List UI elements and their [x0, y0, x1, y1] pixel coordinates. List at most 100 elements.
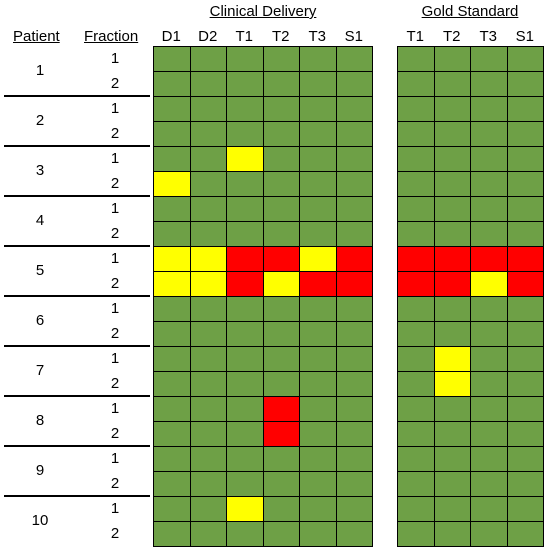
gold-cell: [506, 346, 544, 372]
clinical-cell: [153, 96, 191, 122]
clinical-cell: [226, 321, 264, 347]
clinical-cell: [335, 471, 373, 497]
gold-cell: [470, 196, 508, 222]
patient-label: 1: [35, 62, 45, 79]
clinical-cell: [153, 446, 191, 472]
clinical-cell: [335, 71, 373, 97]
clinical-cell: [299, 396, 337, 422]
clinical-cell: [299, 196, 337, 222]
gold-cell: [397, 521, 435, 547]
clinical-cell: [153, 71, 191, 97]
gold-col-header-t1: T1: [406, 28, 424, 45]
gold-col-header-t2: T2: [442, 28, 461, 45]
clinical-cell: [153, 146, 191, 172]
clinical-cell: [189, 146, 227, 172]
clinical-delivery-title: Clinical Delivery: [209, 3, 317, 20]
gold-cell: [506, 321, 544, 347]
clinical-cell: [335, 146, 373, 172]
clinical-cell: [262, 471, 300, 497]
gold-cell: [470, 96, 508, 122]
clinical-cell: [189, 46, 227, 72]
clinical-cell: [299, 221, 337, 247]
gold-col-header-t3: T3: [479, 28, 497, 45]
patient-separator: [4, 95, 150, 97]
fraction-label: 1: [110, 500, 120, 517]
gold-cell: [397, 221, 435, 247]
clinical-cell: [226, 96, 264, 122]
gold-cell: [433, 71, 471, 97]
clinical-cell: [262, 96, 300, 122]
gold-cell: [506, 446, 544, 472]
gold-cell: [506, 46, 544, 72]
clinical-col-header-d1: D1: [161, 28, 181, 45]
gold-cell: [433, 396, 471, 422]
clinical-cell: [153, 496, 191, 522]
clinical-col-header-d2: D2: [198, 28, 218, 45]
clinical-cell: [226, 221, 264, 247]
clinical-cell: [335, 46, 373, 72]
gold-cell: [397, 71, 435, 97]
clinical-cell: [189, 496, 227, 522]
clinical-cell: [299, 246, 337, 272]
clinical-cell: [299, 296, 337, 322]
clinical-cell: [299, 446, 337, 472]
clinical-cell: [189, 196, 227, 222]
fraction-label: 2: [110, 125, 120, 142]
gold-cell: [397, 496, 435, 522]
clinical-cell: [299, 96, 337, 122]
gold-cell: [433, 496, 471, 522]
gold-cell: [397, 96, 435, 122]
fraction-label: 2: [110, 275, 120, 292]
clinical-cell: [335, 521, 373, 547]
clinical-cell: [299, 321, 337, 347]
fraction-label: 1: [110, 150, 120, 167]
clinical-cell: [153, 171, 191, 197]
clinical-cell: [262, 346, 300, 372]
patient-separator: [4, 395, 150, 397]
clinical-cell: [262, 246, 300, 272]
clinical-cell: [226, 146, 264, 172]
clinical-cell: [153, 371, 191, 397]
gold-cell: [506, 521, 544, 547]
gold-cell: [506, 171, 544, 197]
fraction-label: 2: [110, 75, 120, 92]
clinical-cell: [335, 196, 373, 222]
clinical-cell: [189, 371, 227, 397]
clinical-cell: [189, 71, 227, 97]
clinical-cell: [189, 221, 227, 247]
clinical-cell: [262, 171, 300, 197]
patient-separator: [4, 145, 150, 147]
gold-cell: [433, 421, 471, 447]
clinical-cell: [226, 121, 264, 147]
gold-cell: [506, 246, 544, 272]
patient-label: 7: [35, 362, 45, 379]
clinical-cell: [299, 471, 337, 497]
clinical-cell: [226, 271, 264, 297]
clinical-cell: [299, 121, 337, 147]
patient-label: 10: [31, 512, 49, 529]
clinical-cell: [189, 521, 227, 547]
clinical-cell: [262, 446, 300, 472]
gold-cell: [397, 321, 435, 347]
gold-cell: [397, 171, 435, 197]
clinical-col-header-s1: S1: [344, 28, 363, 45]
gold-cell: [433, 471, 471, 497]
clinical-cell: [226, 446, 264, 472]
gold-cell: [506, 71, 544, 97]
gold-cell: [506, 121, 544, 147]
clinical-cell: [189, 446, 227, 472]
fraction-label: 1: [110, 250, 120, 267]
gold-cell: [506, 196, 544, 222]
gold-standard-title: Gold Standard: [421, 3, 519, 20]
gold-cell: [433, 121, 471, 147]
fraction-label: 1: [110, 100, 120, 117]
gold-cell: [506, 396, 544, 422]
clinical-cell: [335, 496, 373, 522]
clinical-cell: [189, 321, 227, 347]
clinical-cell: [153, 246, 191, 272]
fraction-label: 1: [110, 50, 120, 67]
fraction-label: 1: [110, 200, 120, 217]
clinical-cell: [153, 346, 191, 372]
clinical-cell: [153, 421, 191, 447]
clinical-cell: [226, 196, 264, 222]
